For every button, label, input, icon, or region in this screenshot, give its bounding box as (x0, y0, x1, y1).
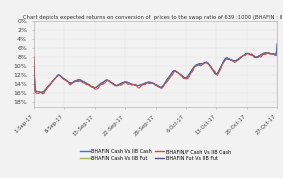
Title: Chart depicts expected returns on conversion of  prices to the swap ratio of 639: Chart depicts expected returns on conver… (23, 15, 283, 20)
Legend: BHAFIN Cash Vs IIB Cash, BHAFIN Cash Vs IIB Fut, BHAFIN/F Cash Vs IIB Cash, BHAF: BHAFIN Cash Vs IIB Cash, BHAFIN Cash Vs … (78, 147, 233, 163)
